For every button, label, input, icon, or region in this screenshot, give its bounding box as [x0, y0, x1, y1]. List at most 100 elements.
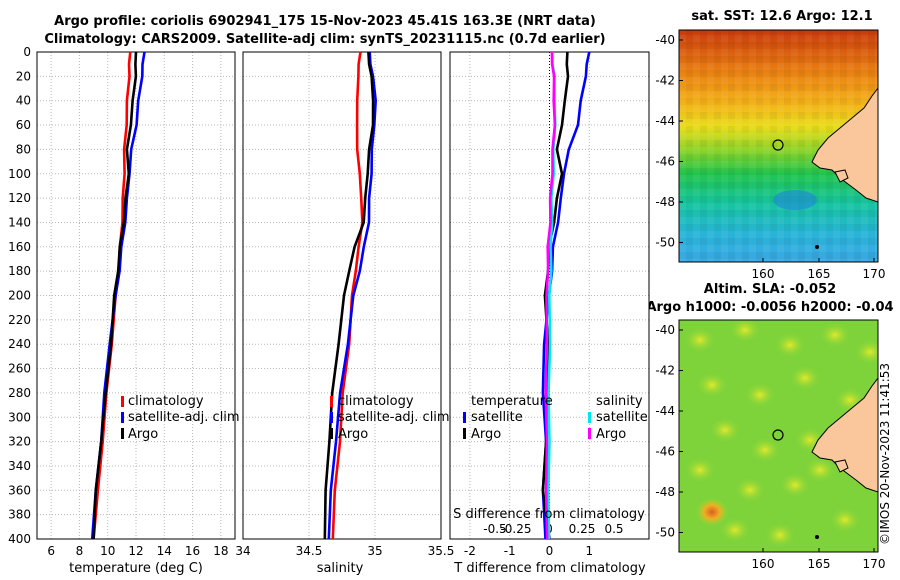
map-y-tick-label: -50 [655, 236, 675, 250]
x-tick-label: -2 [464, 544, 476, 558]
depth-tick-label: 60 [16, 118, 31, 132]
difference-panel: -2 -1 0 1-0.5-0.25 0 0.25 0.5 [449, 51, 650, 558]
sla-blob [729, 320, 761, 343]
map-x-tick-label: 170 [863, 267, 886, 281]
argo-position-marker [772, 429, 784, 441]
sst-blue-patch [773, 190, 817, 210]
top-tick-label: 0.5 [604, 522, 623, 536]
sla-map-title: Altim. SLA: -0.052 [703, 282, 837, 297]
salinity-legend: climatology satellite-adj. clim Argo [330, 394, 450, 442]
depth-tick-label: 200 [8, 289, 31, 303]
legend-label-s-argo: Argo [596, 427, 626, 442]
legend-marker-satellite [330, 412, 333, 423]
top-tick-label: -0.25 [500, 522, 531, 536]
map-y-tick-label: -50 [655, 526, 675, 540]
island-dot [815, 535, 819, 539]
legend-marker-climatology [330, 396, 333, 407]
argo-position-marker [772, 139, 784, 151]
legend-title-salinity: salinity [596, 394, 643, 409]
sla-blob [696, 372, 728, 398]
sla-blob [789, 365, 821, 391]
x-tick-label: 14 [157, 544, 172, 558]
legend-marker-climatology [121, 396, 124, 407]
map-y-tick-label: -44 [655, 404, 675, 418]
sla-blob [734, 477, 766, 503]
sla-blob [709, 417, 741, 443]
map-y-tick-label: -46 [655, 155, 675, 169]
sla-map: 160 165 170 -40 -42 -44 -46 -48 -50 [655, 319, 886, 571]
sst-map-ticks: 160 165 170 -40 -42 -44 -46 -48 -50 [655, 33, 885, 281]
sla-anomaly-blobs [684, 320, 878, 548]
legend-label-climatology: climatology [338, 394, 414, 409]
map-x-tick-label: 160 [752, 557, 775, 571]
x-tick-label: 34 [235, 544, 250, 558]
depth-tick-label: 340 [8, 459, 31, 473]
x-tick-label: 6 [47, 544, 55, 558]
sla-blob [684, 457, 716, 483]
depth-tick-label: 300 [8, 410, 31, 424]
depth-tick-label: 260 [8, 362, 31, 376]
sla-blob [804, 457, 836, 483]
temperature-panel: 6 8 10 12 14 16 180204060801001201401601802002… [8, 45, 236, 558]
sst-map: 160 165 170 -40 -42 -44 -46 -48 -50 [655, 29, 885, 281]
x-tick-label: 35 [367, 544, 382, 558]
depth-tick-label: 220 [8, 313, 31, 327]
legend-label-t-satellite: satellite [471, 410, 523, 425]
map-y-tick-label: -40 [655, 323, 675, 337]
depth-tick-label: 380 [8, 508, 31, 522]
depth-tick-label: 100 [8, 167, 31, 181]
argo-height-title: Argo h1000: -0.0056 h2000: -0.04 [646, 300, 894, 315]
difference-top-axis-label: S difference from climatology [453, 507, 645, 522]
legend-label-argo: Argo [128, 427, 158, 442]
map-y-tick-label: -48 [655, 485, 675, 499]
x-tick-label: -1 [504, 544, 516, 558]
sla-blob [749, 437, 781, 463]
depth-tick-label: 80 [16, 142, 31, 156]
legend-marker-t-argo [463, 428, 466, 439]
legend-label-t-argo: Argo [471, 427, 501, 442]
map-x-tick-label: 160 [752, 267, 775, 281]
x-tick-label: 10 [100, 544, 115, 558]
series-line-satellite-adj-clim [327, 51, 378, 540]
legend-marker-s-argo [588, 428, 591, 439]
legend-label-s-satellite: satellite [596, 410, 648, 425]
sst-map-title: sat. SST: 12.6 Argo: 12.1 [691, 9, 873, 24]
series-line-argo [92, 51, 138, 540]
map-y-tick-label: -46 [655, 445, 675, 459]
map-x-tick-label: 170 [863, 557, 886, 571]
depth-tick-label: 40 [16, 94, 31, 108]
difference-legend: temperature satellite Argo salinity sate… [463, 394, 648, 442]
x-tick-label: 34.5 [296, 544, 323, 558]
x-tick-label: 8 [76, 544, 84, 558]
x-tick-label: 18 [213, 544, 228, 558]
x-tick-label: 16 [185, 544, 200, 558]
depth-tick-label: 360 [8, 483, 31, 497]
series-line-temperature-satellite [541, 51, 591, 540]
x-tick-label: 0 [546, 544, 554, 558]
sla-blob [779, 472, 811, 498]
x-tick-label: 1 [585, 544, 593, 558]
depth-tick-label: 400 [8, 532, 31, 546]
new-zealand-land [811, 87, 878, 203]
stewart-island [834, 169, 849, 183]
top-tick-label: -0.5 [483, 522, 506, 536]
profile-title: Argo profile: coriolis 6902941_175 15-No… [54, 14, 596, 29]
top-tick-label: 0.25 [569, 522, 596, 536]
new-zealand-land [811, 377, 878, 493]
legend-marker-satellite [121, 412, 124, 423]
salinity-axis-label: salinity [317, 561, 364, 576]
sla-blob [819, 322, 851, 348]
depth-tick-label: 320 [8, 435, 31, 449]
map-y-tick-label: -48 [655, 195, 675, 209]
map-x-tick-label: 165 [808, 267, 831, 281]
legend-label-argo: Argo [338, 427, 368, 442]
legend-label-satellite: satellite-adj. clim [338, 410, 450, 425]
depth-tick-label: 20 [16, 69, 31, 83]
legend-title-temperature: temperature [471, 394, 553, 409]
map-x-tick-label: 165 [808, 557, 831, 571]
depth-tick-label: 120 [8, 191, 31, 205]
difference-axis-label: T difference from climatology [453, 561, 646, 576]
legend-marker-s-satellite [588, 412, 591, 423]
map-y-tick-label: -44 [655, 114, 675, 128]
